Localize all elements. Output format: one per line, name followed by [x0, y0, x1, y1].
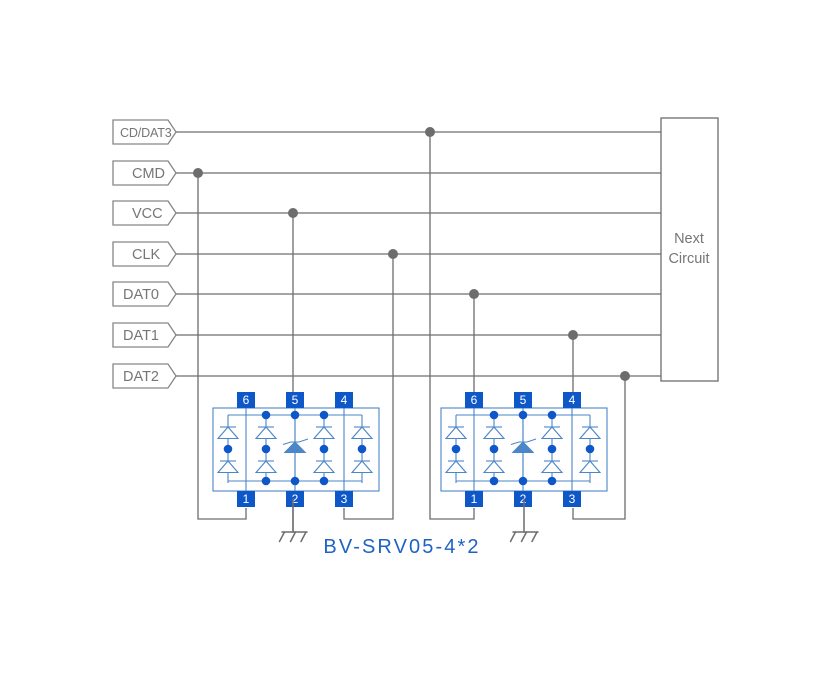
svg-text:Next: Next	[674, 231, 704, 247]
svg-text:CMD: CMD	[132, 166, 165, 182]
svg-text:DAT2: DAT2	[123, 369, 159, 385]
svg-text:DAT1: DAT1	[123, 328, 159, 344]
svg-text:CLK: CLK	[132, 247, 161, 263]
svg-text:BV-SRV05-4*2: BV-SRV05-4*2	[323, 536, 480, 558]
svg-text:VCC: VCC	[132, 206, 163, 222]
svg-text:CD/DAT3: CD/DAT3	[120, 126, 172, 140]
svg-text:Circuit: Circuit	[668, 251, 709, 267]
svg-text:DAT0: DAT0	[123, 287, 159, 303]
